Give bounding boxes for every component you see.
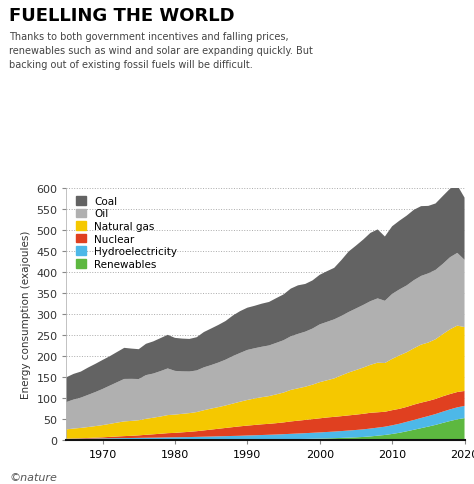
Text: Thanks to both government incentives and falling prices,
renewables such as wind: Thanks to both government incentives and… xyxy=(9,31,313,69)
Text: FUELLING THE WORLD: FUELLING THE WORLD xyxy=(9,7,235,25)
Text: ©nature: ©nature xyxy=(9,471,57,482)
Legend: Coal, Oil, Natural gas, Nuclear, Hydroelectricity, Renewables: Coal, Oil, Natural gas, Nuclear, Hydroel… xyxy=(75,197,177,269)
Y-axis label: Energy consumption (exajoules): Energy consumption (exajoules) xyxy=(21,230,31,399)
